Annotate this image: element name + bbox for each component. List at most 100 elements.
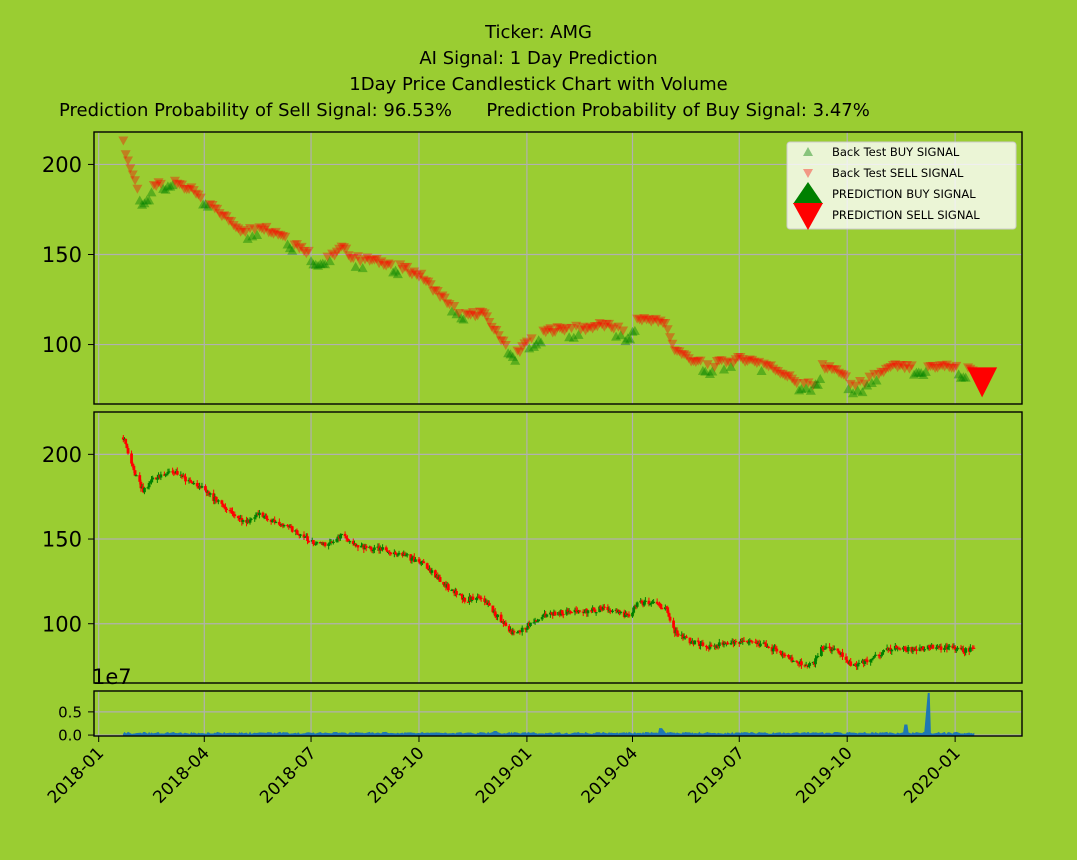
candle-body — [905, 650, 909, 653]
backtest-sell-marker — [554, 323, 565, 333]
backtest-sell-marker — [432, 287, 443, 297]
candle-body — [791, 660, 795, 662]
backtest-buy-marker — [144, 195, 155, 205]
candle-body — [414, 559, 417, 562]
backtest-sell-marker — [817, 360, 828, 370]
backtest-buy-marker — [756, 365, 767, 375]
backtest-sell-marker — [341, 244, 352, 254]
candle-body — [151, 477, 155, 480]
candle-body — [672, 620, 675, 628]
backtest-buy-marker — [350, 261, 361, 271]
candle-body — [828, 646, 831, 648]
backtest-sell-marker — [221, 212, 232, 222]
candle-body — [764, 643, 768, 647]
backtest-sell-marker — [195, 193, 206, 203]
backtest-buy-marker — [141, 195, 152, 205]
candle-body — [205, 490, 209, 493]
legend-prediction-buy-icon — [793, 182, 823, 204]
backtest-buy-marker — [857, 387, 868, 397]
candle-body — [655, 601, 659, 604]
backtest-buy-marker — [625, 334, 636, 344]
backtest-sell-marker — [397, 265, 408, 275]
backtest-sell-marker — [500, 341, 511, 351]
backtest-sell-marker — [744, 355, 755, 365]
candle-body — [121, 437, 125, 440]
backtest-buy-marker — [310, 259, 321, 269]
backtest-sell-marker — [836, 369, 847, 379]
candle-body — [600, 609, 604, 611]
panel-frame-0 — [93, 131, 1023, 405]
backtest-sell-marker — [193, 190, 204, 200]
candle-body — [573, 609, 577, 613]
backtest-sell-marker — [740, 357, 751, 367]
backtest-buy-marker — [620, 336, 631, 346]
backtest-sell-marker — [418, 275, 429, 285]
backtest-buy-marker — [202, 201, 213, 211]
backtest-sell-marker — [890, 360, 901, 370]
backtest-sell-marker — [512, 346, 523, 356]
backtest-sell-marker — [937, 361, 948, 371]
backtest-sell-marker — [249, 225, 260, 235]
backtest-buy-marker — [531, 339, 542, 349]
backtest-buy-marker — [146, 187, 157, 197]
candle-body — [446, 584, 450, 591]
backtest-sell-marker — [596, 320, 607, 330]
price-panel-ytick-label: 200 — [42, 443, 82, 467]
backtest-buy-marker — [324, 256, 335, 266]
candle-body — [208, 493, 212, 495]
backtest-sell-marker — [338, 243, 349, 253]
backtest-sell-marker — [892, 363, 903, 373]
backtest-sell-marker — [493, 331, 504, 341]
candle-body — [389, 552, 393, 555]
backtest-buy-marker — [871, 375, 882, 385]
candle-body — [746, 640, 749, 643]
candle-body — [849, 661, 853, 666]
backtest-buy-marker — [953, 369, 964, 379]
candle-body — [800, 661, 803, 666]
backtest-sell-marker — [763, 362, 774, 372]
backtest-sell-marker — [151, 181, 162, 191]
backtest-sell-marker — [735, 353, 746, 363]
backtest-sell-marker — [345, 254, 356, 264]
candle-body — [133, 470, 137, 476]
candle-body — [912, 647, 916, 651]
backtest-sell-marker — [371, 254, 382, 264]
candle-body — [419, 561, 423, 564]
backtest-sell-marker — [723, 357, 734, 367]
candle-body — [410, 557, 414, 561]
backtest-buy-marker — [918, 370, 929, 380]
backtest-buy-marker — [308, 259, 319, 269]
backtest-sell-marker — [594, 319, 605, 329]
backtest-sell-marker — [188, 186, 199, 196]
backtest-sell-marker — [648, 315, 659, 325]
candle-body — [403, 553, 407, 556]
candle-body — [602, 606, 606, 608]
candle-body — [701, 642, 705, 646]
backtest-buy-marker — [456, 313, 467, 323]
sell-probability-text: Prediction Probability of Sell Signal: 9… — [59, 100, 453, 121]
candle-body — [783, 654, 787, 656]
candle-body — [845, 659, 849, 663]
candle-body — [709, 644, 713, 647]
candle-body — [566, 609, 570, 612]
candle-body — [890, 649, 894, 652]
backtest-sell-marker — [327, 249, 338, 259]
candle-body — [529, 622, 532, 627]
backtest-buy-marker — [615, 330, 626, 340]
legend-label-1: Back Test SELL SIGNAL — [832, 166, 964, 180]
backtest-sell-marker — [665, 333, 676, 343]
candle-body — [632, 607, 636, 613]
backtest-sell-marker — [733, 353, 744, 363]
backtest-sell-marker — [737, 355, 748, 365]
backtest-sell-marker — [169, 176, 180, 186]
backtest-sell-marker — [761, 360, 772, 370]
candle-body — [340, 533, 343, 536]
backtest-sell-marker — [770, 366, 781, 376]
candle-body — [200, 486, 204, 488]
backtest-sell-marker — [130, 176, 141, 186]
backtest-sell-marker — [428, 286, 439, 296]
candle-body — [499, 614, 503, 623]
prediction-sell-marker — [967, 367, 998, 398]
backtest-sell-marker — [639, 314, 650, 324]
backtest-sell-marker — [125, 164, 136, 174]
